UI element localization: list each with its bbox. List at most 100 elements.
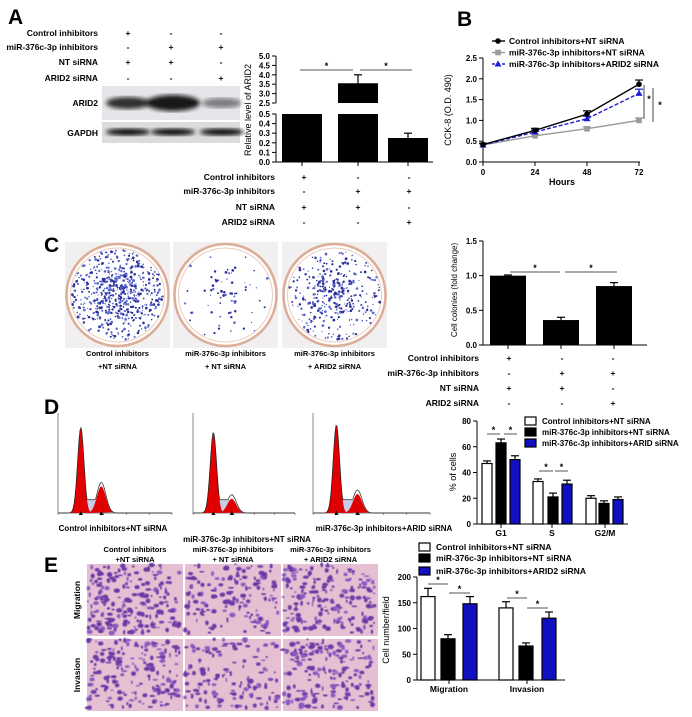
chart-c-treatment-sign: + [560, 368, 565, 378]
transwell-cell [320, 642, 324, 645]
transwell-cell [341, 670, 345, 674]
transwell-cell [315, 649, 319, 652]
transwell-cell [117, 663, 123, 667]
transwell-cell [263, 644, 269, 647]
transwell-cell [239, 694, 244, 700]
colony-dot [96, 259, 100, 262]
transwell-cell [163, 600, 169, 604]
colony-dot [325, 268, 329, 271]
transwell-cell [299, 593, 306, 599]
transwell-cell [185, 690, 191, 693]
colony-dot [351, 318, 353, 321]
transwell-cell [322, 582, 329, 587]
transwell-cell [317, 597, 322, 603]
colony-dot [85, 274, 88, 277]
colony-dot [303, 295, 305, 297]
colony-dot [156, 278, 159, 281]
colony-dot [112, 334, 114, 337]
colony-dot [101, 253, 104, 255]
chart-c-treatment-sign: - [561, 353, 564, 363]
colony-dot [156, 273, 158, 275]
transwell-cell [93, 601, 99, 605]
transwell-cell [132, 565, 135, 568]
transwell-cell [328, 652, 332, 658]
transwell-cell [309, 566, 314, 571]
colony-dot [89, 308, 92, 311]
colony-dot [119, 288, 121, 290]
transwell-cell [284, 649, 288, 655]
transwell-cell [115, 659, 122, 664]
colony-dot [345, 309, 347, 311]
colony-dot [321, 290, 324, 293]
colony-dot [127, 309, 130, 311]
transwell-cell [122, 603, 126, 608]
blot-treatment-sign: - [220, 28, 223, 38]
colony-dot [334, 305, 338, 309]
colony-dot [365, 293, 368, 295]
colony-dot [360, 296, 362, 298]
transwell-cell [265, 631, 271, 634]
blot-treatment-row-label: NT siRNA [59, 57, 98, 67]
transwell-cell [159, 690, 166, 695]
colony-dot [327, 326, 331, 329]
colony-dot [131, 311, 134, 314]
transwell-cell [149, 614, 152, 620]
transwell-cell [127, 630, 133, 634]
transwell-cell [296, 661, 303, 667]
transwell-cell [173, 646, 181, 650]
transwell-cell [350, 616, 355, 620]
colony-dot [151, 298, 154, 301]
transwell-cell [190, 643, 195, 648]
colony-dot [81, 290, 84, 293]
colony-dot [136, 300, 140, 303]
chart-d-category-label: S [549, 528, 555, 538]
transwell-cell [295, 571, 299, 574]
colony-dot [342, 292, 345, 295]
transwell-cell [241, 575, 248, 580]
colony-dot [119, 264, 122, 267]
transwell-cell [316, 667, 322, 672]
chart-a-y-tick-label: 4.0 [259, 71, 271, 80]
chart-a-treatment-sign: - [357, 172, 360, 182]
transwell-cell [243, 630, 247, 633]
colony-dot [83, 281, 85, 283]
chart-d-y-tick-label: 20 [462, 494, 471, 503]
colony-dot [346, 287, 348, 289]
transwell-cell [373, 621, 375, 625]
transwell-cell [304, 650, 308, 653]
transwell-cell [293, 607, 299, 611]
transwell-cell [153, 603, 159, 608]
transwell-cell [282, 568, 289, 572]
colony-dot [148, 289, 150, 292]
transwell-cell [236, 566, 242, 571]
transwell-cell [195, 607, 200, 611]
transwell-cell [370, 702, 375, 708]
colony-dot [325, 304, 327, 306]
transwell-cell [134, 607, 138, 609]
transwell-cell [166, 603, 169, 608]
chart-b-legend-label: miR-376c-3p inhibitors+NT siRNA [509, 48, 645, 58]
transwell-cell [303, 592, 307, 595]
arid2-band [146, 95, 200, 111]
chart-e-category-label: Invasion [510, 684, 544, 694]
transwell-cell [186, 630, 191, 636]
colony-dot [88, 296, 90, 298]
transwell-cell [360, 644, 363, 649]
transwell-cell [349, 588, 356, 593]
colony-dot [156, 315, 160, 318]
colony-dot [122, 305, 125, 308]
transwell-cell [355, 627, 362, 632]
colony-dot [226, 278, 228, 280]
transwell-cell [207, 631, 212, 634]
colony-dot [111, 302, 114, 305]
transwell-cell [316, 595, 320, 598]
colony-dot [135, 283, 137, 285]
transwell-cell [87, 617, 92, 622]
colony-dot [105, 303, 107, 305]
transwell-cell [301, 658, 306, 661]
transwell-cell [207, 682, 210, 686]
colony-dot [107, 266, 110, 269]
chart-d-y-tick-label: 60 [462, 443, 471, 452]
transwell-cell [196, 563, 201, 569]
transwell-cell [171, 608, 174, 613]
